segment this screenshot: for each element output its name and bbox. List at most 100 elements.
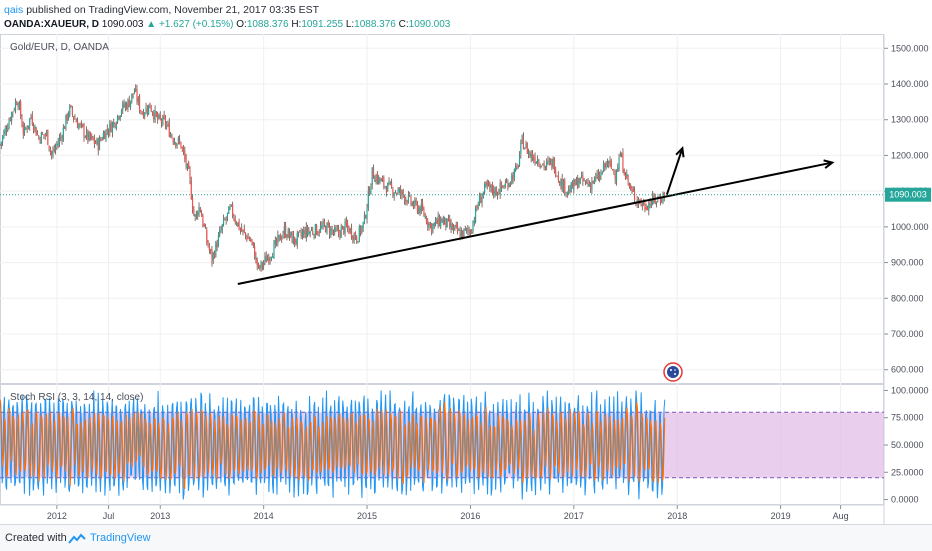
candle-body [588,183,590,186]
candle-body [539,165,541,168]
candle-body [393,193,395,197]
candle-body [235,222,238,225]
candle-body [127,99,129,109]
candle-body [111,122,114,133]
candle-body [335,228,337,231]
time-tick-label: 2014 [254,511,274,521]
tradingview-brand-link[interactable]: TradingView [90,532,151,544]
candle-body [535,161,537,164]
candle-body [478,195,481,206]
candle-body [210,249,212,251]
candle-body [180,141,182,148]
candle-body [575,178,578,185]
candle-body [100,139,102,141]
candle-body [158,114,160,119]
candle-body [533,158,535,160]
candle-body [401,190,403,195]
candle-body [166,125,168,127]
time-tick-label: Jul [103,511,115,521]
candle-body [438,216,441,226]
candle-body [12,111,14,113]
candle-body [110,123,112,133]
candle-body [485,182,487,186]
candle-body [168,123,170,137]
candle-body [181,147,183,149]
candle-body [493,189,495,195]
event-badge-icon[interactable] [663,362,683,382]
candle-body [592,180,594,183]
candle-body [595,176,597,178]
candle-body [512,175,514,181]
low-value: 1088.376 [354,19,396,30]
candle-body [31,115,33,125]
candle-body [29,118,31,126]
candle-body [191,197,194,210]
candle-body [561,178,563,191]
candle-body [332,231,335,233]
candle-body [142,111,145,118]
candle-body [22,125,24,134]
candle-body [224,219,226,221]
candle-body [0,144,1,146]
candle-body [338,228,340,233]
candle-body [73,116,75,119]
candle-body [449,219,451,227]
candle-body [13,109,15,111]
candle-body [61,137,63,140]
candle-body [419,206,421,214]
candle-body [376,174,378,183]
candle-body [597,173,599,180]
candle-body [365,215,367,219]
candle-body [525,143,527,148]
candle-body [412,203,415,208]
candle-body [352,236,354,240]
last-price-tag [885,187,931,202]
candle-body [153,113,155,120]
candle-body [646,208,649,211]
price-tick-label: 1200.000 [891,150,929,160]
candle-body [44,134,46,136]
candle-body [42,133,44,135]
created-with-text: Created with [5,532,67,544]
candle-body [516,165,518,167]
candle-body [120,110,123,115]
candle-body [182,146,185,153]
candle-body [663,192,665,199]
candle-body [1,136,4,143]
candle-body [400,189,402,195]
candle-body [312,231,314,234]
candle-body [440,218,442,227]
candle-body [238,220,240,230]
chart-area[interactable]: 1500.0001400.0001300.0001200.0001100.000… [0,34,932,524]
candle-body [441,218,443,223]
price-tick-label: 1000.000 [891,222,929,232]
candle-body [397,190,399,194]
candle-body [388,181,390,184]
candle-body [20,101,22,117]
author-link[interactable]: qais [4,4,24,16]
candle-body [132,93,134,95]
candle-body [486,180,488,186]
candle-body [60,136,62,138]
candle-body [206,230,208,243]
candle-body [66,114,68,121]
candle-body [0,141,2,145]
candle-body [429,224,431,226]
candle-body [508,183,510,188]
candle-body [557,175,559,180]
candle-body [207,240,209,247]
candle-body [521,135,523,142]
candle-body [173,141,176,144]
candle-body [195,211,198,217]
candle-body [93,138,95,144]
candle-body [179,139,181,142]
candle-body [350,227,353,238]
candle-body [564,180,566,194]
candle-body [475,207,477,223]
candle-body [75,120,77,123]
candle-body [268,257,270,262]
candle-body [296,232,298,245]
candle-body [246,235,248,241]
candle-body [327,222,329,226]
candle-body [476,206,478,209]
